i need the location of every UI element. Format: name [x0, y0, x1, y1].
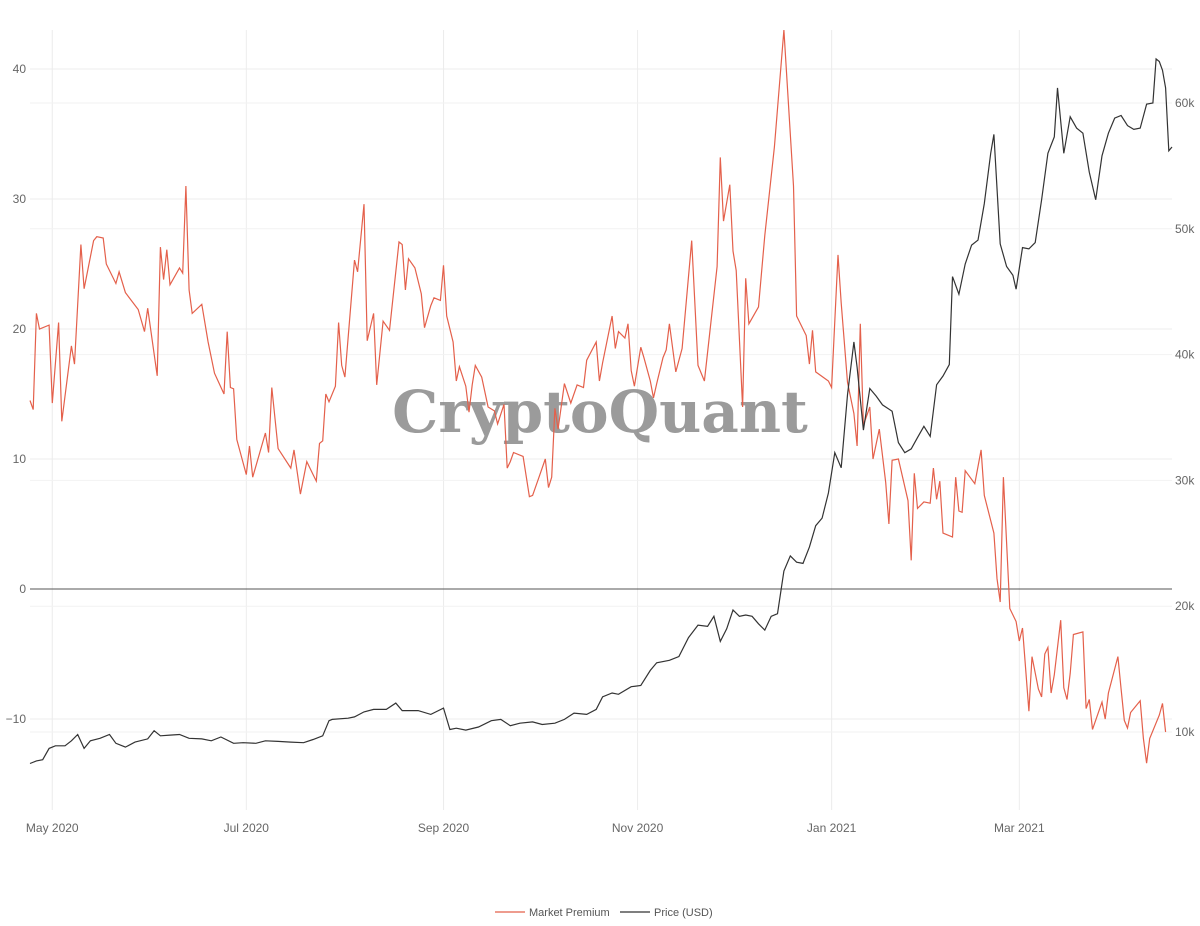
legend: Market Premium Price (USD) [495, 907, 713, 919]
series-line-market-premium [29, 29, 1167, 764]
x-tick-label: Jan 2021 [807, 821, 857, 835]
y-right-tick-label: 10k [1175, 725, 1195, 739]
gridlines [30, 30, 1172, 810]
x-tick-label: Mar 2021 [994, 821, 1045, 835]
y-left-tick-label: 10 [13, 452, 27, 466]
x-axis: May 2020 Jul 2020 Sep 2020 Nov 2020 Jan 2021… [26, 821, 1045, 835]
legend-label-market-premium: Market Premium [529, 907, 610, 919]
y-left-tick-label: 30 [13, 192, 27, 206]
legend-label-price-usd: Price (USD) [654, 907, 713, 919]
y-left-tick-label: 40 [13, 62, 27, 76]
legend-item-price-usd[interactable]: Price (USD) [620, 907, 713, 919]
watermark-logo: CryptoQuant [392, 378, 808, 446]
series-line-price-usd [29, 57, 1173, 765]
y-right-tick-label: 40k [1175, 348, 1195, 362]
left-y-axis: −10 0 10 20 30 40 [6, 62, 27, 726]
y-left-tick-label: 20 [13, 322, 27, 336]
x-tick-label: Sep 2020 [418, 821, 470, 835]
y-left-tick-label: 0 [19, 582, 26, 596]
y-right-tick-label: 20k [1175, 599, 1195, 613]
y-right-tick-label: 60k [1175, 96, 1195, 110]
right-y-axis: 10k 20k 30k 40k 50k 60k [1175, 96, 1195, 739]
x-tick-label: May 2020 [26, 821, 79, 835]
x-tick-label: Nov 2020 [612, 821, 664, 835]
y-left-tick-label: −10 [6, 712, 27, 726]
x-tick-label: Jul 2020 [224, 821, 270, 835]
y-right-tick-label: 30k [1175, 473, 1195, 487]
legend-item-market-premium[interactable]: Market Premium [495, 907, 610, 919]
y-right-tick-label: 50k [1175, 222, 1195, 236]
